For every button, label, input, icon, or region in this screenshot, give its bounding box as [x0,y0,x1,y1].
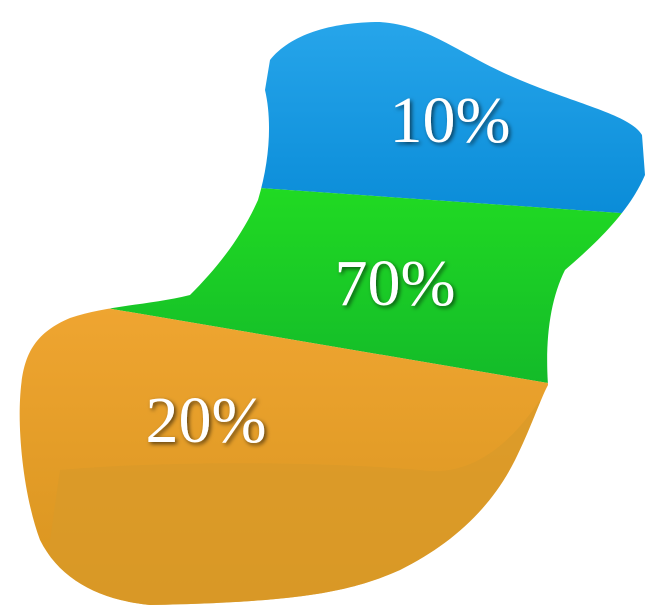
label: 70% [335,247,456,320]
region-blue [19,22,645,215]
label: 20% [146,384,267,457]
label: 10% [390,84,511,157]
